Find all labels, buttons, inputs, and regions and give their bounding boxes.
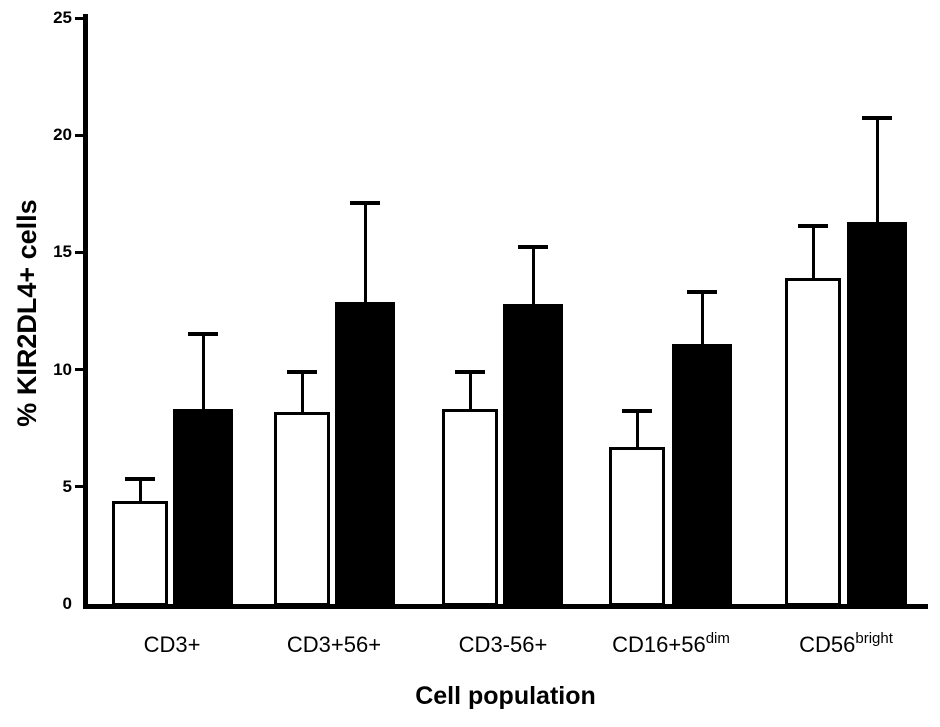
y-tick-mark — [75, 16, 83, 20]
error-bar-line — [138, 477, 142, 501]
error-bar-cap — [287, 369, 317, 374]
error-bar-line — [300, 369, 304, 412]
bar-open — [112, 500, 168, 606]
x-axis-line — [83, 604, 928, 609]
error-bar-line — [635, 409, 639, 447]
bar-filled — [335, 301, 395, 606]
y-tick-label: 5 — [62, 476, 72, 496]
x-category-label: CD16+56dim — [581, 630, 761, 662]
y-tick-label: 20 — [53, 125, 72, 145]
y-tick-mark — [75, 250, 83, 254]
error-bar-line — [468, 369, 472, 410]
error-bar-line — [531, 245, 535, 304]
x-category-label: CD56bright — [756, 630, 936, 662]
error-bar-cap — [862, 116, 892, 121]
error-bar-line — [363, 200, 367, 302]
error-bar-cap — [125, 477, 155, 482]
bar-open — [785, 278, 841, 606]
y-tick-label: 10 — [53, 359, 72, 379]
y-axis-line — [83, 14, 88, 609]
bar-filled — [847, 221, 907, 606]
bar-open — [609, 446, 665, 606]
x-category-base-text: CD56 — [799, 632, 856, 657]
x-category-label: CD3-56+ — [413, 631, 593, 659]
error-bar-cap — [518, 245, 548, 250]
error-bar-line — [811, 224, 815, 279]
x-axis-title: Cell population — [415, 682, 596, 710]
y-axis-title: % KIR2DL4+ cells — [12, 199, 42, 427]
error-bar-cap — [622, 409, 652, 414]
bar-open — [274, 411, 330, 606]
bar-filled — [672, 343, 732, 606]
error-bar-line — [700, 289, 704, 344]
x-category-base-text: CD3+ — [143, 632, 201, 657]
error-bar-cap — [687, 289, 717, 294]
bar-filled — [173, 409, 233, 606]
x-category-base-text: CD3+56+ — [286, 632, 382, 657]
y-tick-mark — [75, 485, 83, 489]
error-bar-cap — [455, 369, 485, 374]
x-category-label: CD3+56+ — [244, 631, 424, 659]
bar-filled — [503, 303, 563, 606]
x-category-base-text: CD3-56+ — [458, 632, 548, 657]
y-tick-label: 0 — [62, 594, 72, 613]
x-category-superscript: bright — [855, 630, 893, 647]
error-bar-cap — [188, 332, 218, 337]
y-tick-label: 25 — [53, 8, 72, 27]
y-tick-mark — [75, 368, 83, 372]
x-category-base-text: CD16+56 — [612, 632, 706, 657]
y-tick-mark — [75, 133, 83, 137]
y-tick-label: 15 — [53, 242, 72, 262]
x-category-superscript: dim — [705, 630, 730, 647]
error-bar-line — [201, 332, 205, 410]
error-bar-cap — [798, 224, 828, 229]
error-bar-cap — [350, 200, 380, 205]
error-bar-line — [875, 116, 879, 222]
bar-open — [442, 409, 498, 606]
x-category-label: CD3+ — [82, 631, 262, 659]
